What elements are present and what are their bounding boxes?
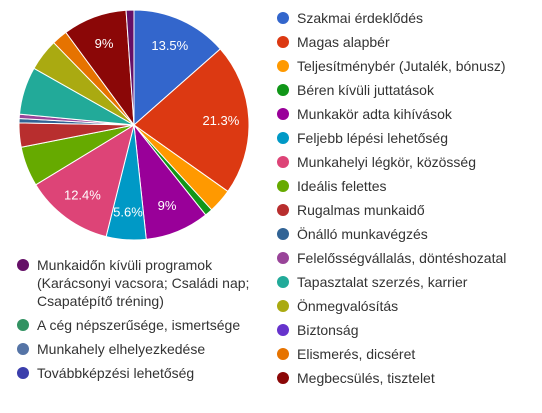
legend-swatch [277, 372, 289, 384]
legend-label: Önmegvalósítás [297, 298, 399, 314]
slice-data-label: 12.4% [64, 188, 101, 203]
legend-label: Önálló munkavégzés [297, 226, 428, 242]
pie-slice-munkaidon-kivuli-programok[interactable] [125, 9, 135, 126]
legend-swatch [17, 343, 29, 355]
legend-item-a-ceg-nepszerusege-ismertsege[interactable]: A cég népszerűsége, ismertsége [17, 316, 262, 334]
legend-item-felelossegvallalas-donteshozatal[interactable]: Felelősségvállalás, döntéshozatal [277, 249, 539, 273]
legend-item-rugalmas-munkaido[interactable]: Rugalmas munkaidő [277, 201, 539, 225]
legend-label: Biztonság [297, 322, 359, 338]
legend-label: Magas alapbér [297, 34, 390, 50]
legend-item-idealis-felettes[interactable]: Ideális felettes [277, 177, 539, 201]
legend-item-biztonsag[interactable]: Biztonság [277, 321, 539, 345]
slice-data-label: 9% [158, 198, 177, 213]
pie-slice-magas-alapber[interactable] [133, 48, 250, 193]
pie-slice-munkahelyi-legkor-kozosseg[interactable] [35, 123, 135, 238]
legend-item-tapasztalat-szerzes-karrier[interactable]: Tapasztalat szerzés, karrier [277, 273, 539, 297]
legend-swatch [277, 12, 289, 24]
legend-swatch [277, 132, 289, 144]
legend-label: Teljesítménybér (Jutalék, bónusz) [297, 58, 506, 74]
legend-swatch [17, 367, 29, 379]
legend-swatch [277, 324, 289, 336]
legend-label: Elismerés, dicséret [297, 346, 416, 362]
slice-data-label: 9% [95, 36, 114, 51]
legend-swatch [277, 252, 289, 264]
legend-item-munkahelyi-legkor-kozosseg[interactable]: Munkahelyi légkör, közösség [277, 153, 539, 177]
legend-swatch [277, 204, 289, 216]
legend-label: Munkakör adta kihívások [297, 106, 452, 122]
legend-bottom: Munkaidőn kívüli programok (Karácsonyi v… [17, 256, 262, 388]
legend-label: Továbbképzési lehetőség [37, 365, 195, 381]
legend-item-magas-alapber[interactable]: Magas alapbér [277, 33, 539, 57]
legend-swatch [277, 60, 289, 72]
legend-swatch [277, 228, 289, 240]
pie-chart: 13.5% 21.3% 9% 5.6% 12.4% 9% [18, 9, 250, 241]
legend-label: Megbecsülés, tisztelet [297, 370, 435, 386]
legend-label: Felelősségvállalás, döntéshozatal [297, 250, 507, 266]
legend-label: Munkaidőn kívüli programok (Karácsonyi v… [37, 257, 250, 309]
legend-label: Rugalmas munkaidő [297, 202, 425, 218]
legend-swatch [17, 319, 29, 331]
slice-data-label: 21.3% [202, 113, 239, 128]
legend-item-feljebb-lepesi-lehetoseg[interactable]: Feljebb lépési lehetőség [277, 129, 539, 153]
legend-swatch [277, 300, 289, 312]
slice-data-label: 5.6% [113, 204, 143, 219]
legend-item-tovabbkepzesi-lehetoseg[interactable]: Továbbképzési lehetőség [17, 364, 262, 382]
legend-item-munkahely-elhelyezkedese[interactable]: Munkahely elhelyezkedése [17, 340, 262, 358]
legend-item-beren-kivuli-juttatasok[interactable]: Béren kívüli juttatások [277, 81, 539, 105]
legend-item-munkaidon-kivuli-programok[interactable]: Munkaidőn kívüli programok (Karácsonyi v… [17, 256, 262, 310]
legend-item-elismeres-dicseret[interactable]: Elismerés, dicséret [277, 345, 539, 369]
legend-label: Ideális felettes [297, 178, 387, 194]
legend-swatch [277, 156, 289, 168]
legend-item-szakmai-erdeklodes[interactable]: Szakmai érdeklődés [277, 9, 539, 33]
legend-right: Szakmai érdeklődés Magas alapbér Teljesítm… [277, 9, 539, 393]
legend-swatch [17, 259, 29, 271]
legend-item-megbecsules-tisztelet[interactable]: Megbecsülés, tisztelet [277, 369, 539, 393]
legend-label: Munkahely elhelyezkedése [37, 341, 206, 357]
legend-swatch [277, 180, 289, 192]
legend-swatch [277, 348, 289, 360]
legend-item-onmegvalositas[interactable]: Önmegvalósítás [277, 297, 539, 321]
legend-swatch [277, 108, 289, 120]
legend-label: Béren kívüli juttatások [297, 82, 434, 98]
legend-swatch [277, 276, 289, 288]
legend-label: Tapasztalat szerzés, karrier [297, 274, 468, 290]
legend-item-teljesitmenyber-jutalek-bonusz[interactable]: Teljesítménybér (Jutalék, bónusz) [277, 57, 539, 81]
pie-slice-szakmai-erdeklodes[interactable] [133, 9, 221, 127]
legend-label: A cég népszerűsége, ismertsége [37, 317, 241, 333]
legend-swatch [277, 84, 289, 96]
legend-swatch [277, 36, 289, 48]
legend-item-onallo-munkavegzes[interactable]: Önálló munkavégzés [277, 225, 539, 249]
legend-label: Feljebb lépési lehetőség [297, 130, 448, 146]
legend-label: Munkahelyi légkör, közösség [297, 154, 476, 170]
slice-data-label: 13.5% [151, 38, 188, 53]
pie-chart-area: 13.5% 21.3% 9% 5.6% 12.4% 9% [0, 0, 270, 250]
legend-label: Szakmai érdeklődés [297, 10, 424, 26]
legend-item-munkakor-adta-kihivasok[interactable]: Munkakör adta kihívások [277, 105, 539, 129]
